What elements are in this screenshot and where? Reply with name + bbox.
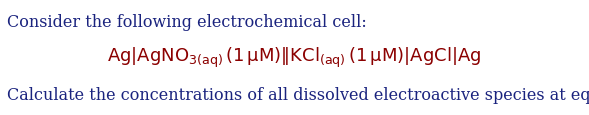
- Text: Calculate the concentrations of all dissolved electroactive species at equilibri: Calculate the concentrations of all diss…: [7, 87, 589, 104]
- Text: $\rm Ag|AgNO_{3(aq)}\,(1\,\mu M)\|KCl_{(aq)}\,(1\,\mu M)|AgCl|Ag$: $\rm Ag|AgNO_{3(aq)}\,(1\,\mu M)\|KCl_{(…: [107, 46, 482, 69]
- Text: Consider the following electrochemical cell:: Consider the following electrochemical c…: [7, 14, 367, 31]
